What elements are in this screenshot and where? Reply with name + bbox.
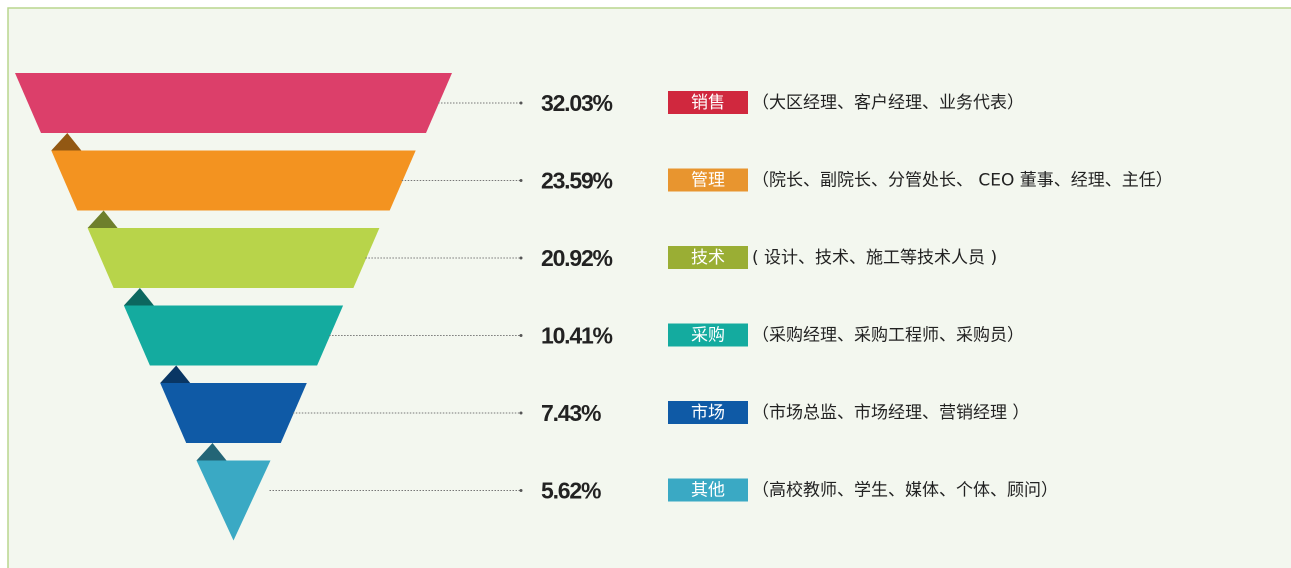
description: （市场总监、市场经理、营销经理 ）	[752, 403, 1029, 423]
funnel-segment	[15, 73, 452, 133]
fold	[160, 365, 191, 383]
category-label: 销售	[691, 93, 725, 113]
value-label: 7.43%	[541, 400, 601, 426]
leader-dot	[519, 489, 523, 492]
value-label: 23.59%	[541, 168, 613, 194]
funnel-segment	[123, 305, 344, 366]
category-label: 技术	[691, 248, 725, 268]
leader-dot	[519, 411, 523, 415]
leader-dot	[519, 334, 523, 337]
funnel-segment	[87, 228, 380, 288]
category-box	[668, 478, 748, 502]
leader-dot	[519, 256, 523, 260]
description: ( 设计、技术、施工等技术人员 )	[752, 248, 997, 268]
category-label: 其他	[691, 481, 725, 501]
value-label: 5.62%	[541, 478, 601, 504]
category-label: 市场	[691, 403, 725, 423]
description: （采购经理、采购工程师、采购员）	[752, 326, 1024, 346]
funnel-segment	[196, 460, 271, 541]
fold	[87, 210, 118, 228]
fold	[51, 133, 82, 151]
funnel-segment	[160, 383, 307, 443]
description: （大区经理、客户经理、业务代表）	[752, 93, 1024, 113]
fold	[196, 443, 227, 461]
category-box	[668, 246, 748, 269]
leader-dot	[519, 179, 523, 182]
category-box	[668, 323, 748, 347]
category-box	[668, 168, 748, 192]
funnel-segment	[51, 150, 416, 211]
description: （高校教师、学生、媒体、个体、顾问）	[752, 481, 1058, 501]
category-label: 管理	[691, 171, 725, 191]
category-box	[668, 91, 748, 114]
description: （院长、副院长、分管处长、 CEO 董事、经理、主任）	[752, 171, 1173, 191]
value-label: 10.41%	[541, 323, 613, 349]
value-label: 20.92%	[541, 245, 613, 271]
category-box	[668, 401, 748, 424]
fold	[123, 288, 154, 306]
category-label: 采购	[691, 326, 725, 346]
leader-dot	[519, 101, 523, 105]
value-label: 32.03%	[541, 90, 613, 116]
